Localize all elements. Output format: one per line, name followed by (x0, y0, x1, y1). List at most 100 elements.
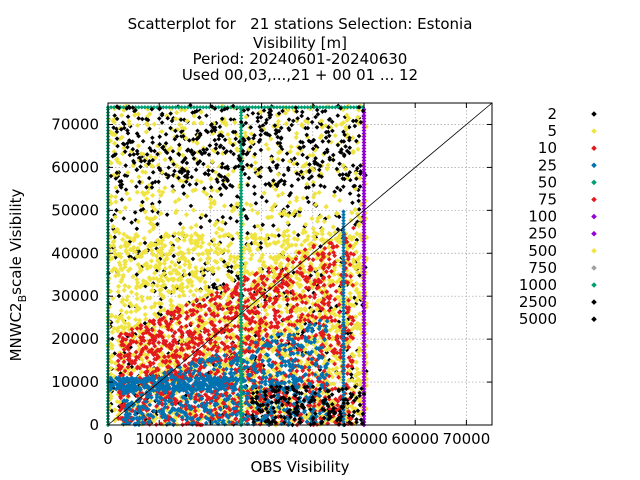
data-point (333, 288, 339, 294)
data-point (334, 185, 340, 191)
data-point (150, 208, 156, 214)
data-point (256, 385, 262, 390)
data-point (135, 280, 141, 286)
data-point (258, 286, 264, 292)
data-point (132, 256, 137, 261)
data-point (123, 163, 128, 168)
data-point (218, 192, 224, 198)
data-point (239, 367, 245, 372)
data-point (311, 194, 317, 200)
data-point (269, 204, 275, 211)
data-point (137, 241, 143, 247)
data-point (190, 302, 196, 308)
data-point (343, 166, 349, 172)
data-point (229, 355, 235, 361)
data-point (172, 362, 178, 368)
data-point (115, 289, 121, 295)
data-point (189, 331, 194, 337)
data-point (337, 262, 344, 269)
data-point (161, 270, 167, 277)
data-point (211, 242, 217, 248)
data-point (329, 418, 335, 424)
data-point (356, 261, 362, 267)
data-point (135, 122, 141, 129)
data-point (134, 226, 140, 232)
data-point (337, 197, 343, 204)
data-point (306, 275, 312, 281)
data-point (188, 233, 195, 239)
data-point (143, 260, 150, 267)
data-point (153, 409, 159, 414)
data-point (249, 326, 255, 332)
data-point (324, 289, 330, 295)
data-point (186, 264, 193, 271)
data-point (122, 205, 128, 211)
data-point (266, 304, 272, 310)
data-point (323, 341, 329, 347)
data-point (215, 265, 221, 271)
data-point (152, 242, 158, 248)
data-point (243, 114, 249, 120)
data-point (206, 291, 212, 297)
data-point (160, 278, 166, 284)
data-point (247, 317, 252, 323)
data-point (332, 401, 338, 407)
data-point (240, 122, 246, 128)
data-point (281, 291, 286, 296)
data-point (192, 341, 198, 346)
data-point (223, 122, 229, 128)
data-point (209, 296, 215, 302)
data-point (173, 116, 179, 122)
data-point (300, 299, 305, 305)
data-point (144, 265, 150, 272)
data-point (312, 403, 317, 409)
data-point (250, 139, 256, 145)
data-point (225, 264, 230, 269)
data-point (356, 193, 362, 198)
data-point (250, 315, 256, 321)
data-point (119, 299, 125, 305)
data-point (311, 244, 316, 250)
data-point (312, 334, 318, 339)
data-point (305, 317, 311, 323)
data-point (129, 361, 135, 366)
data-point (347, 145, 353, 151)
data-point (147, 338, 153, 344)
data-point (356, 207, 362, 212)
data-point (120, 372, 126, 378)
data-point (152, 337, 158, 343)
data-point (272, 295, 278, 301)
data-point (337, 161, 342, 167)
data-point (355, 146, 361, 152)
data-point (140, 337, 146, 343)
data-point (144, 355, 150, 361)
data-point (183, 352, 189, 358)
data-point (266, 214, 272, 221)
data-point (158, 391, 163, 397)
data-point (138, 369, 144, 375)
data-point (233, 287, 238, 293)
data-point (291, 322, 297, 328)
data-point (165, 288, 171, 295)
data-point (258, 245, 264, 250)
data-point (306, 356, 311, 362)
data-point (174, 237, 180, 243)
data-point (363, 382, 370, 388)
data-point (159, 283, 165, 289)
data-point (302, 118, 309, 124)
data-point (275, 256, 281, 262)
data-point (302, 346, 308, 352)
data-point (350, 365, 355, 371)
data-point (176, 412, 182, 418)
data-point (187, 411, 193, 417)
data-point (229, 327, 234, 333)
data-point (252, 272, 258, 278)
data-point (194, 351, 199, 357)
data-point (249, 207, 255, 213)
data-point (183, 323, 189, 329)
data-point (354, 211, 361, 217)
data-point (355, 290, 362, 297)
data-point (275, 118, 281, 125)
data-point (246, 366, 252, 372)
data-point (314, 231, 320, 237)
